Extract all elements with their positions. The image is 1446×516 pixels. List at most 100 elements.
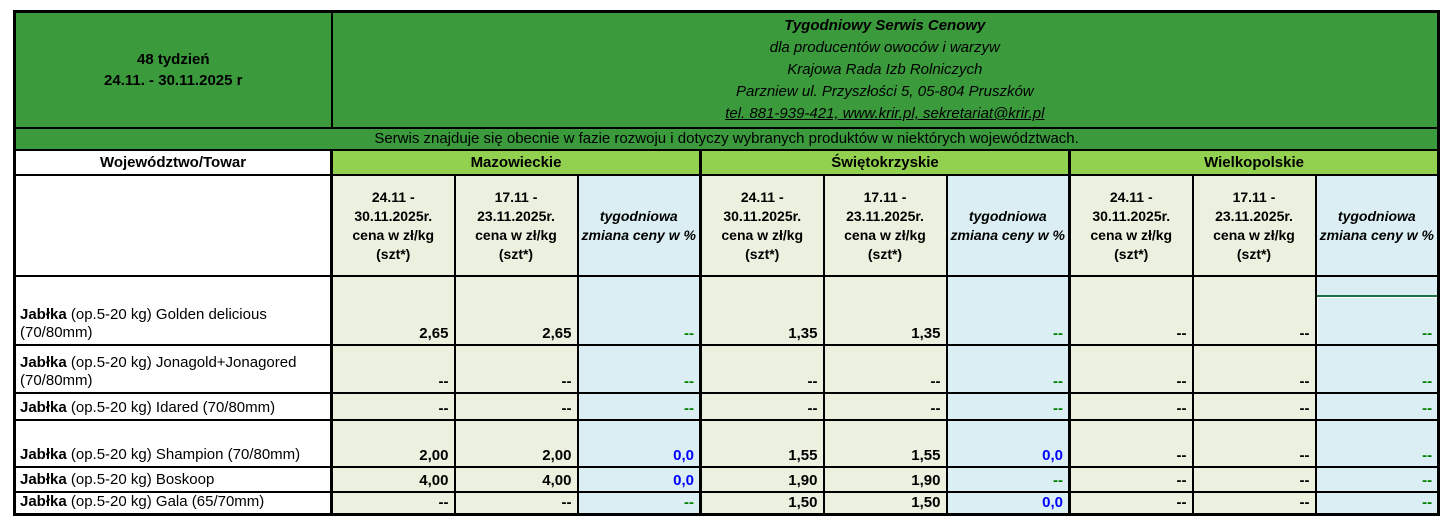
change-value-cell[interactable]: -- bbox=[1314, 344, 1440, 394]
price-value-cell[interactable]: -- bbox=[1191, 344, 1317, 394]
price-value-cell[interactable]: -- bbox=[1068, 344, 1194, 394]
product-name-bold: Jabłka bbox=[20, 399, 67, 416]
change-value-cell[interactable]: -- bbox=[1314, 392, 1440, 421]
price-value-cell[interactable]: 2,00 bbox=[453, 419, 579, 468]
price-value-cell[interactable]: -- bbox=[1191, 466, 1317, 493]
price-value-cell[interactable]: 2,65 bbox=[330, 275, 456, 346]
col-header-previous-region0[interactable]: 17.11 - 23.11.2025r. cena w zł/kg (szt*) bbox=[453, 174, 579, 277]
fill-handle[interactable] bbox=[1436, 344, 1439, 345]
price-value-cell[interactable]: -- bbox=[822, 392, 948, 421]
change-value-cell[interactable]: -- bbox=[945, 344, 1071, 394]
col-header-change-region0[interactable]: tygodniowa zmiana ceny w % bbox=[576, 174, 702, 277]
price-value-cell[interactable]: -- bbox=[699, 344, 825, 394]
product-label-cell[interactable]: Jabłka (op.5-20 kg) Boskoop bbox=[13, 466, 333, 493]
price-value-cell[interactable]: -- bbox=[1068, 466, 1194, 493]
org-contact: tel. 881-939-421, www.krir.pl, sekretari… bbox=[725, 105, 1045, 122]
price-value-cell[interactable]: -- bbox=[1068, 491, 1194, 516]
table-body: Jabłka (op.5-20 kg) Golden delicious (70… bbox=[13, 275, 1440, 516]
price-value-cell[interactable]: 1,50 bbox=[699, 491, 825, 516]
price-value-cell[interactable]: -- bbox=[1068, 419, 1194, 468]
week-number: 48 tydzień bbox=[136, 51, 210, 68]
service-title: Tygodniowy Serwis Cenowy bbox=[784, 17, 986, 34]
col-header-previous-region1[interactable]: 17.11 - 23.11.2025r. cena w zł/kg (szt*) bbox=[822, 174, 948, 277]
price-value-cell[interactable]: -- bbox=[699, 392, 825, 421]
price-value-cell[interactable]: -- bbox=[1191, 419, 1317, 468]
empty-corner-cell[interactable] bbox=[13, 174, 333, 277]
change-value-cell[interactable]: 0,0 bbox=[576, 466, 702, 493]
change-value-cell[interactable]: -- bbox=[576, 275, 702, 346]
price-value-cell[interactable]: -- bbox=[1068, 275, 1194, 346]
product-label-cell[interactable]: Jabłka (op.5-20 kg) Idared (70/80mm) bbox=[13, 392, 333, 421]
region-header-swietokrzyskie[interactable]: Świętokrzyskie bbox=[699, 149, 1071, 176]
notice-row: Serwis znajduje się obecnie w fazie rozw… bbox=[13, 127, 1440, 151]
change-value-cell[interactable]: -- bbox=[945, 466, 1071, 493]
region-header-row: Województwo/Towar Mazowieckie Świętokrzy… bbox=[13, 149, 1440, 176]
price-value-cell[interactable]: 4,00 bbox=[330, 466, 456, 493]
week-header-cell[interactable]: 48 tydzień 24.11. - 30.11.2025 r bbox=[13, 10, 333, 129]
change-value-cell[interactable]: 0,0 bbox=[945, 419, 1071, 468]
table-row: Jabłka (op.5-20 kg) Boskoop 4,00 4,00 0,0 1,… bbox=[13, 466, 1440, 493]
change-value-cell[interactable]: -- bbox=[576, 392, 702, 421]
price-value-cell[interactable]: 4,00 bbox=[453, 466, 579, 493]
price-value-cell[interactable]: -- bbox=[1191, 275, 1317, 346]
col-header-current-region2[interactable]: 24.11 - 30.11.2025r. cena w zł/kg (szt*) bbox=[1068, 174, 1194, 277]
price-value-cell[interactable]: -- bbox=[453, 392, 579, 421]
price-value-cell[interactable]: 1,90 bbox=[822, 466, 948, 493]
change-value-cell[interactable]: -- bbox=[1314, 419, 1440, 468]
active-cell-selection bbox=[1317, 295, 1439, 345]
region-header-wielkopolskie[interactable]: Wielkopolskie bbox=[1067, 149, 1440, 176]
notice-cell: Serwis znajduje się obecnie w fazie rozw… bbox=[13, 127, 1440, 151]
product-label-cell[interactable]: Jabłka (op.5-20 kg) Golden delicious (70… bbox=[13, 275, 333, 346]
price-value-cell[interactable]: 1,50 bbox=[822, 491, 948, 516]
price-value-cell[interactable]: 1,55 bbox=[822, 419, 948, 468]
price-value-cell[interactable]: -- bbox=[453, 344, 579, 394]
price-value-cell[interactable]: -- bbox=[1191, 392, 1317, 421]
price-value-cell[interactable]: -- bbox=[453, 491, 579, 516]
table-row: Jabłka (op.5-20 kg) Jonagold+Jonagored (… bbox=[13, 344, 1440, 394]
product-name-bold: Jabłka bbox=[20, 306, 67, 323]
org-header-cell[interactable]: Tygodniowy Serwis Cenowy dla producentów… bbox=[330, 10, 1440, 129]
change-value-cell[interactable]: 0,0 bbox=[945, 491, 1071, 516]
product-label-cell[interactable]: Jabłka (op.5-20 kg) Shampion (70/80mm) bbox=[13, 419, 333, 468]
title-row: 48 tydzień 24.11. - 30.11.2025 r Tygodni… bbox=[13, 10, 1440, 129]
table-row: Jabłka (op.5-20 kg) Golden delicious (70… bbox=[13, 275, 1440, 346]
price-value-cell[interactable]: 1,55 bbox=[699, 419, 825, 468]
price-value-cell[interactable]: 2,00 bbox=[330, 419, 456, 468]
col-header-previous-region2[interactable]: 17.11 - 23.11.2025r. cena w zł/kg (szt*) bbox=[1191, 174, 1317, 277]
col-header-current-region1[interactable]: 24.11 - 30.11.2025r. cena w zł/kg (szt*) bbox=[699, 174, 825, 277]
price-value-cell[interactable]: -- bbox=[1191, 491, 1317, 516]
product-label-cell[interactable]: Jabłka (op.5-20 kg) Jonagold+Jonagored (… bbox=[13, 344, 333, 394]
product-label-cell[interactable]: Jabłka (op.5-20 kg) Gala (65/70mm) bbox=[13, 491, 333, 516]
price-value-cell[interactable]: -- bbox=[1068, 392, 1194, 421]
region-header-mazowieckie[interactable]: Mazowieckie bbox=[330, 149, 702, 176]
subheader-row: 24.11 - 30.11.2025r. cena w zł/kg (szt*)… bbox=[13, 174, 1440, 277]
price-value-cell[interactable]: 1,35 bbox=[822, 275, 948, 346]
col-header-change-region2[interactable]: tygodniowa zmiana ceny w % bbox=[1314, 174, 1440, 277]
product-name-bold: Jabłka bbox=[20, 446, 67, 463]
product-name-bold: Jabłka bbox=[20, 493, 67, 510]
service-subtitle: dla producentów owoców i warzyw bbox=[769, 39, 1000, 56]
col-header-current-region0[interactable]: 24.11 - 30.11.2025r. cena w zł/kg (szt*) bbox=[330, 174, 456, 277]
change-value-cell[interactable]: 0,0 bbox=[576, 419, 702, 468]
price-value-cell[interactable]: -- bbox=[330, 344, 456, 394]
price-value-cell[interactable]: -- bbox=[330, 491, 456, 516]
col-header-change-region1[interactable]: tygodniowa zmiana ceny w % bbox=[945, 174, 1071, 277]
change-value-cell[interactable]: -- bbox=[1314, 275, 1440, 346]
change-value-cell[interactable]: -- bbox=[576, 344, 702, 394]
price-value-cell[interactable]: 2,65 bbox=[453, 275, 579, 346]
change-value-cell[interactable]: -- bbox=[1314, 491, 1440, 516]
change-value-cell[interactable]: -- bbox=[945, 392, 1071, 421]
spreadsheet: 48 tydzień 24.11. - 30.11.2025 r Tygodni… bbox=[13, 10, 1441, 516]
week-date-range: 24.11. - 30.11.2025 r bbox=[104, 72, 243, 89]
price-value-cell[interactable]: -- bbox=[822, 344, 948, 394]
org-address: Parzniew ul. Przyszłości 5, 05-804 Prusz… bbox=[736, 83, 1034, 100]
table-row: Jabłka (op.5-20 kg) Shampion (70/80mm) 2,… bbox=[13, 419, 1440, 468]
price-value-cell[interactable]: 1,90 bbox=[699, 466, 825, 493]
price-value-cell[interactable]: 1,35 bbox=[699, 275, 825, 346]
label-column-header[interactable]: Województwo/Towar bbox=[13, 149, 333, 176]
change-value-cell[interactable]: -- bbox=[576, 491, 702, 516]
price-value-cell[interactable]: -- bbox=[330, 392, 456, 421]
table-row: Jabłka (op.5-20 kg) Idared (70/80mm) -- --… bbox=[13, 392, 1440, 421]
change-value-cell[interactable]: -- bbox=[1314, 466, 1440, 493]
change-value-cell[interactable]: -- bbox=[945, 275, 1071, 346]
